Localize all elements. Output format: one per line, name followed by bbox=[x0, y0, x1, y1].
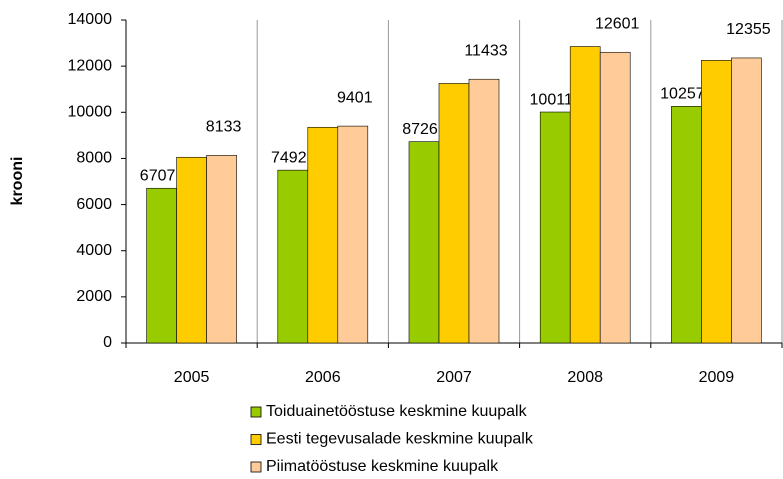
legend-label: Toiduainetööstuse keskmine kuupalk bbox=[266, 403, 528, 420]
bar bbox=[176, 156, 207, 344]
data-label: 8133 bbox=[206, 119, 242, 136]
x-tick-label: 2007 bbox=[436, 369, 472, 386]
legend-swatch bbox=[250, 406, 262, 418]
bar bbox=[438, 83, 470, 344]
data-label: 11433 bbox=[464, 42, 507, 59]
x-tick-label: 2005 bbox=[174, 369, 210, 386]
y-tick-label: 0 bbox=[103, 334, 112, 351]
bar bbox=[337, 125, 369, 344]
data-label: 10257 bbox=[660, 86, 705, 103]
bar bbox=[307, 126, 339, 344]
bar bbox=[206, 155, 237, 344]
data-label: 12601 bbox=[595, 15, 640, 32]
bar bbox=[277, 169, 309, 344]
x-tick-label: 2008 bbox=[567, 369, 603, 386]
y-tick-label: 12000 bbox=[68, 57, 113, 74]
y-tick-label: 10000 bbox=[68, 104, 113, 121]
x-tick-label: 2009 bbox=[699, 369, 735, 386]
bar bbox=[408, 141, 440, 344]
bar bbox=[671, 106, 702, 344]
bar bbox=[146, 187, 177, 344]
bar bbox=[599, 51, 631, 344]
legend-swatch bbox=[250, 461, 262, 473]
y-tick-label: 14000 bbox=[68, 11, 113, 28]
bar bbox=[539, 111, 571, 344]
bar bbox=[569, 46, 601, 344]
y-tick-label: 6000 bbox=[76, 196, 112, 213]
data-label: 6707 bbox=[140, 167, 176, 184]
bar bbox=[701, 60, 732, 344]
y-axis-title: krooni bbox=[9, 157, 26, 206]
data-label: 9401 bbox=[337, 89, 373, 106]
bar bbox=[731, 57, 762, 344]
y-tick-label: 8000 bbox=[76, 150, 112, 167]
data-label: 7492 bbox=[271, 149, 307, 166]
data-label: 8726 bbox=[402, 121, 438, 138]
y-tick-label: 4000 bbox=[76, 242, 112, 259]
data-label: 12355 bbox=[726, 21, 771, 38]
data-label: 10011 bbox=[530, 91, 573, 108]
bar bbox=[468, 78, 500, 344]
legend-swatch bbox=[250, 434, 262, 445]
legend-label: Eesti tegevusalade keskmine kuupalk bbox=[266, 431, 534, 448]
y-tick-label: 2000 bbox=[76, 288, 112, 305]
legend-label: Piimatööstuse keskmine kuupalk bbox=[266, 458, 499, 475]
x-tick-label: 2006 bbox=[305, 369, 341, 386]
